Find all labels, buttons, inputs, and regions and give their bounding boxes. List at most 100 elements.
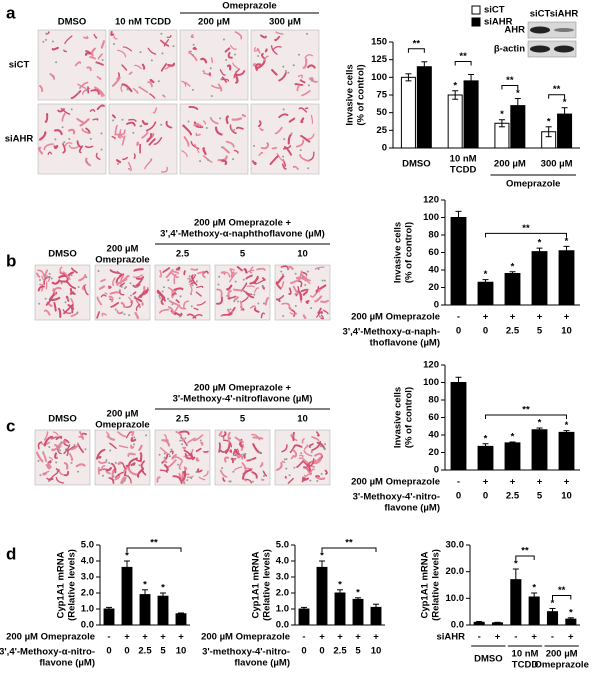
pore: [171, 303, 174, 306]
cell: [291, 309, 296, 317]
text-line: (% of control): [403, 222, 414, 283]
cell: [234, 70, 246, 76]
y-tick-label: 20: [428, 447, 439, 458]
cell: [54, 129, 63, 136]
row-mark: 0: [106, 646, 111, 657]
cell: [107, 433, 116, 441]
significance-star: *: [356, 587, 360, 598]
pore: [84, 448, 87, 451]
cell: [299, 153, 310, 162]
bracket-label: **: [345, 538, 353, 549]
pore: [191, 54, 194, 57]
cell: [78, 431, 85, 440]
cell: [276, 275, 285, 285]
cell: [168, 299, 179, 306]
error-bar: [549, 607, 556, 616]
cell: [184, 452, 188, 457]
cell: [198, 124, 203, 128]
cell: [271, 146, 278, 150]
cell: [220, 159, 228, 166]
cell: [38, 131, 47, 141]
bracket-label: **: [459, 51, 467, 62]
cell: [97, 53, 103, 60]
group-label: 200 µM Omeprazole: [534, 648, 588, 670]
band-label: β-actin: [494, 44, 525, 55]
pore: [233, 128, 236, 131]
pore: [172, 45, 175, 48]
pore: [195, 471, 198, 474]
text-line: 3',4'-Methoxy-α-naph-: [343, 326, 440, 337]
cell: [302, 290, 308, 296]
cell: [297, 289, 303, 301]
cell: [194, 143, 200, 154]
row-mark: +: [355, 632, 361, 643]
group-label: DMSO: [474, 654, 503, 665]
cell: [101, 312, 107, 317]
cell: [77, 443, 85, 453]
cell: [96, 104, 105, 111]
cell: [119, 275, 125, 285]
row-label: siAHR: [5, 134, 34, 145]
cell: [91, 47, 96, 57]
row-mark: +: [510, 312, 516, 323]
y-tick-label: 50: [376, 107, 387, 118]
cell: [190, 274, 196, 283]
y-tick-label: 0: [382, 143, 387, 154]
pore: [288, 474, 291, 477]
bar: [477, 281, 494, 306]
cell: [148, 138, 156, 146]
cell: [308, 77, 318, 83]
cell: [281, 444, 288, 453]
cell: [132, 291, 137, 295]
cell: [94, 86, 105, 97]
pore: [282, 65, 285, 68]
significance-star: *: [563, 97, 567, 108]
text-line: Cyp1A1 mRNA: [55, 551, 66, 618]
panel-label: a: [6, 3, 16, 22]
cell: [288, 306, 292, 311]
cell: [225, 443, 231, 454]
cell: [128, 118, 137, 122]
cell: [275, 281, 282, 290]
cell: [125, 464, 130, 468]
cell: [195, 291, 202, 297]
cell: [141, 287, 149, 296]
bracket: [485, 232, 567, 238]
cell: [305, 467, 311, 474]
cell: [220, 78, 230, 82]
cell: [118, 272, 123, 277]
bar: [316, 566, 328, 626]
cell: [161, 166, 168, 173]
pore: [284, 69, 287, 72]
cell: [108, 285, 112, 289]
cell: [57, 307, 62, 318]
cell: [147, 47, 157, 55]
cell: [303, 472, 310, 477]
pore: [244, 452, 247, 455]
cell: [272, 45, 282, 51]
cell: [231, 117, 243, 121]
pore: [54, 138, 57, 141]
cell: [253, 277, 259, 285]
row-label: 200 µM Omeprazole: [351, 312, 440, 323]
cell: [55, 476, 65, 484]
pore: [179, 315, 182, 318]
cell: [302, 271, 308, 276]
cell: [165, 120, 173, 129]
cell: [276, 153, 285, 162]
cell: [193, 123, 199, 127]
pore: [163, 452, 166, 455]
cell: [190, 268, 199, 271]
pore: [85, 276, 88, 279]
cell: [111, 135, 116, 140]
cell: [221, 271, 231, 278]
cell: [307, 133, 315, 140]
cell: [117, 431, 127, 438]
cell: [183, 300, 190, 310]
cell: [262, 470, 268, 477]
cell: [183, 270, 186, 276]
y-tick-label: 120: [423, 195, 439, 206]
cell: [127, 161, 132, 172]
pore: [179, 439, 182, 442]
cell: [289, 445, 296, 453]
